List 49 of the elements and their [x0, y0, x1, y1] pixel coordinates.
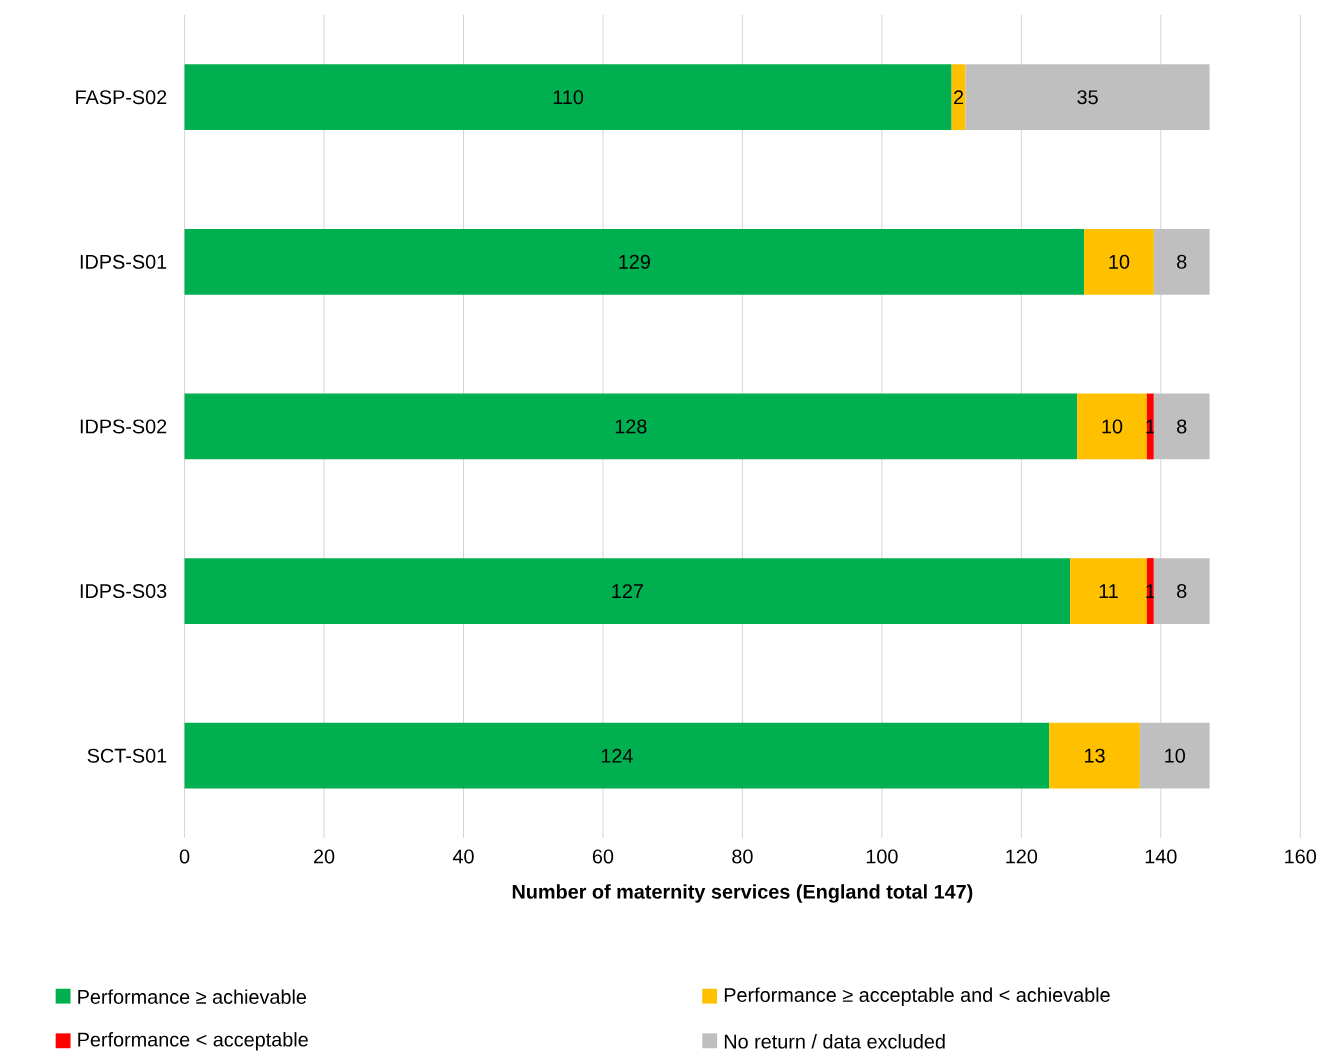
x-axis-title: Number of maternity services (England total 147): [512, 884, 973, 903]
bar: [1049, 722, 1140, 789]
bar: [184, 722, 1050, 789]
x-tick-label: 20: [314, 849, 335, 864]
data-label: 124: [601, 748, 633, 763]
bar: [1139, 722, 1210, 789]
x-tick-label: 160: [1285, 849, 1317, 864]
x-tick-label: 0: [179, 849, 190, 864]
data-label: 129: [619, 254, 650, 269]
data-label: 8: [1177, 419, 1187, 434]
x-tick-label: 100: [866, 849, 898, 864]
legend-label: Performance ≥ acceptable and < achievable: [724, 987, 1110, 1006]
y-tick-label: IDPS-S02: [80, 419, 167, 434]
y-tick-label: SCT-S01: [87, 748, 167, 763]
x-tick-label: 40: [452, 849, 474, 864]
y-tick-label: IDPS-S03: [80, 583, 167, 599]
bar: [1077, 393, 1147, 460]
bar: [184, 228, 1085, 295]
bar: [1070, 558, 1147, 624]
data-label: 10: [1165, 748, 1185, 763]
data-label: 13: [1085, 748, 1105, 763]
x-tick-label: 60: [592, 849, 614, 864]
legend-label: No return / data excluded: [724, 1033, 945, 1049]
data-label: 128: [615, 419, 647, 434]
x-tick-label: 120: [1006, 849, 1038, 864]
data-label: 10: [1109, 254, 1130, 269]
data-label: 127: [612, 584, 643, 598]
bar: [1153, 558, 1210, 624]
data-label: 110: [553, 90, 584, 105]
x-tick-label: 80: [732, 849, 753, 864]
data-label: 8: [1177, 254, 1187, 269]
bar: [1084, 228, 1154, 295]
bar: [184, 393, 1078, 460]
bar: [951, 64, 966, 131]
bar: [965, 64, 1210, 131]
y-tick-label: FASP-S02: [76, 90, 167, 105]
legend-label: Performance ≥ achievable: [78, 989, 307, 1004]
y-tick-label: IDPS-S01: [80, 254, 167, 269]
legend-label: Performance < acceptable: [78, 1031, 308, 1051]
data-label: 35: [1077, 90, 1098, 105]
data-label: 2: [954, 90, 964, 105]
bar: [184, 558, 1071, 624]
data-label: 11: [1099, 584, 1118, 598]
data-label: 10: [1102, 419, 1123, 434]
bar: [184, 64, 952, 131]
x-tick-label: 140: [1145, 849, 1177, 864]
data-label: 8: [1177, 583, 1187, 599]
bar: [1153, 393, 1210, 460]
bar: [1153, 228, 1210, 295]
